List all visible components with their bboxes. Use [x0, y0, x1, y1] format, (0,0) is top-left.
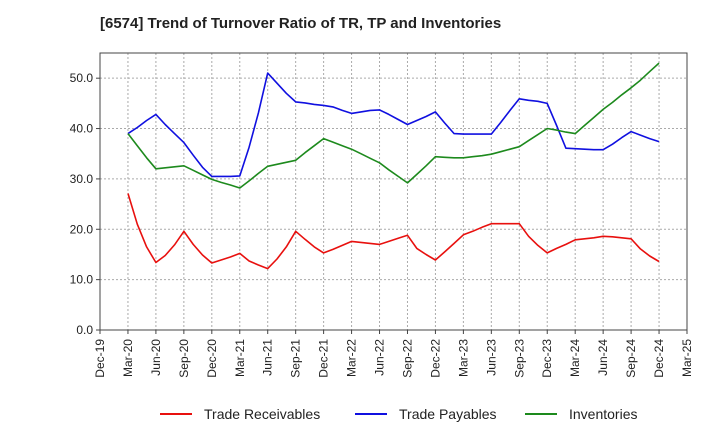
- x-tick-label: Mar-25: [680, 339, 694, 377]
- x-tick-label: Dec-23: [540, 339, 554, 378]
- series-line-inventories: [127, 62, 660, 189]
- x-tick-label: Dec-20: [205, 339, 219, 378]
- y-tick-label: 0.0: [76, 323, 93, 337]
- y-tick-label: 40.0: [70, 122, 94, 136]
- y-tick-label: 50.0: [70, 71, 94, 85]
- x-tick-label: Dec-24: [652, 339, 666, 378]
- y-tick-label: 10.0: [70, 273, 94, 287]
- x-tick-label: Mar-22: [345, 339, 359, 377]
- x-tick-label: Sep-22: [400, 339, 414, 378]
- x-tick-label: Sep-23: [512, 339, 526, 378]
- legend-label-trade-receivables: Trade Receivables: [204, 406, 320, 422]
- x-tick-label: Jun-20: [149, 339, 163, 376]
- x-tick-label: Dec-22: [428, 339, 442, 378]
- x-tick-label: Jun-22: [373, 339, 387, 376]
- x-tick-label: Mar-24: [568, 339, 582, 377]
- x-tick-label: Mar-20: [121, 339, 135, 377]
- series-lines: [127, 62, 660, 270]
- x-tick-label: Sep-20: [177, 339, 191, 378]
- x-tick-label: Dec-21: [317, 339, 331, 378]
- x-tick-label: Dec-19: [93, 339, 107, 378]
- y-tick-label: 20.0: [70, 222, 94, 236]
- legend-label-trade-payables: Trade Payables: [399, 406, 497, 422]
- grid-lines: [99, 53, 688, 331]
- chart-title: [6574] Trend of Turnover Ratio of TR, TP…: [100, 15, 502, 32]
- legend: Trade Receivables Trade Payables Inventori…: [160, 406, 637, 422]
- x-tick-label: Sep-24: [624, 339, 638, 378]
- x-tick-label: Sep-21: [289, 339, 303, 378]
- x-tick-label: Jun-21: [261, 339, 275, 376]
- plot-frame: [99, 52, 688, 331]
- series-line-trade-receivables: [127, 193, 660, 270]
- axes: 0.0 10.0 20.0 30.0 40.0 50.0 Dec-19 Mar-20 Jun-2…: [70, 52, 694, 378]
- y-tick-label: 30.0: [70, 172, 94, 186]
- x-tick-label: Mar-21: [233, 339, 247, 377]
- x-tick-label: Mar-23: [456, 339, 470, 377]
- series-line-trade-payables: [127, 72, 660, 178]
- legend-label-inventories: Inventories: [569, 406, 637, 422]
- x-tick-label: Jun-24: [596, 339, 610, 376]
- x-tick-label: Jun-23: [484, 339, 498, 376]
